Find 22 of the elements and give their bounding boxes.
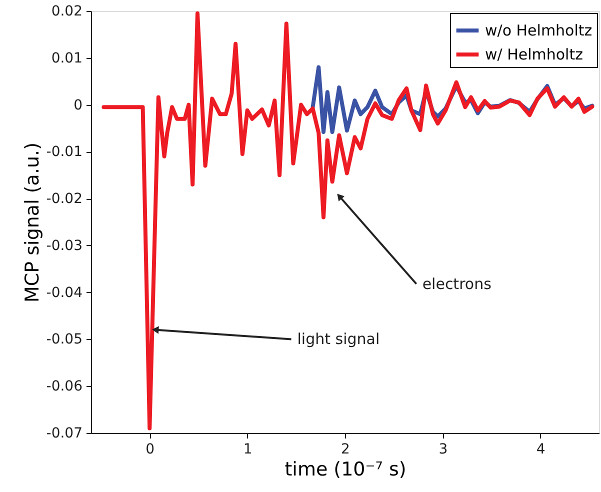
y-tick-label: -0.01: [46, 144, 82, 160]
x-tick-label: 4: [536, 442, 546, 458]
y-tick-label: -0.07: [46, 426, 82, 442]
x-tick-label: 2: [341, 442, 350, 458]
legend-label: w/o Helmholtz: [485, 22, 592, 40]
y-tick-label: -0.05: [46, 332, 82, 348]
line-series: [102, 11, 594, 430]
x-tick-label: 3: [438, 442, 448, 458]
y-tick-label: -0.06: [46, 378, 83, 395]
y-tick-label: 0: [74, 97, 82, 114]
x-tick-label: 1: [243, 442, 252, 458]
y-tick-label: -0.03: [46, 238, 82, 254]
y-axis-title: MCP signal (a.u.): [21, 142, 44, 302]
y-tick-label: -0.04: [46, 284, 83, 301]
annotation: light signal: [297, 330, 380, 348]
x-tick-label: 0: [146, 442, 155, 458]
y-tick-label: 0.02: [51, 4, 82, 20]
y-tick-label: -0.02: [46, 191, 82, 208]
legend-label: w/ Helmholtz: [485, 46, 584, 64]
y-tick-label: 0.01: [51, 50, 82, 66]
x-axis-title: time (10⁻⁷ s): [284, 458, 406, 480]
annotation: electrons: [422, 274, 492, 293]
